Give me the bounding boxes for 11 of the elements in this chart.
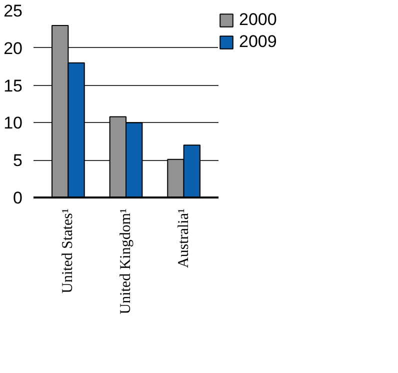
legend-label: 2009 xyxy=(239,32,277,52)
y-tick-label: 25 xyxy=(4,2,23,20)
x-tick-label: United Kingdom¹ xyxy=(118,208,134,314)
x-tick-label: Australia¹ xyxy=(176,208,192,268)
y-tick-label: 15 xyxy=(4,76,23,96)
y-tick-label: 0 xyxy=(13,188,23,208)
y-tick-label: 10 xyxy=(4,114,23,133)
y-tick-label: 5 xyxy=(13,151,23,170)
legend-label: 2000 xyxy=(239,10,277,30)
x-tick-label: United States¹ xyxy=(60,208,76,294)
y-tick-label: 20 xyxy=(4,38,23,58)
